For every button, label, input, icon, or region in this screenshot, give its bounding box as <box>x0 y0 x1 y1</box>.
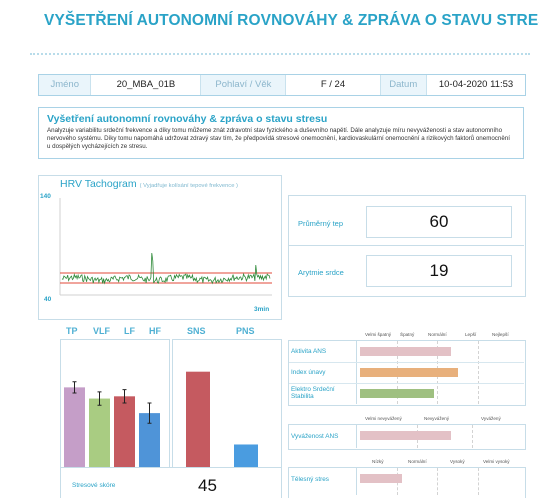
hrv-subtitle: ( Vyjadřuje kolísání tepové frekvence ) <box>139 183 238 189</box>
ans-balance-label: Vyváženost ANS <box>291 433 339 440</box>
arrhythmia-value: 19 <box>366 255 512 287</box>
ans-row-divider <box>289 362 524 363</box>
balance-grid-line <box>472 425 473 448</box>
stress-table-col-divider <box>356 468 357 495</box>
sns-pns-bar-chart <box>186 371 258 468</box>
lf-header: LF <box>124 326 135 336</box>
stress-score-value: 45 <box>198 476 217 495</box>
pns-header: PNS <box>236 326 255 336</box>
patient-info-bar: Jméno 20_MBA_01B Pohlaví / Věk F / 24 Da… <box>38 74 526 96</box>
ans-scale-best: Nejlepší <box>492 332 509 337</box>
bar-pns <box>234 444 258 468</box>
stress-score-panel <box>60 467 282 498</box>
stress-scale-normal: Normální <box>408 459 427 464</box>
bar-hf <box>139 413 160 468</box>
fatigue-index-bar <box>360 368 458 377</box>
sex-age-label: Pohlaví / Věk <box>201 75 287 95</box>
description-box: Vyšetření autonomní rovnováhy & zpráva o… <box>38 107 524 159</box>
bar-vlf <box>89 398 110 468</box>
date-value: 10-04-2020 11:53 <box>438 79 514 90</box>
stress-grid-line <box>437 468 438 495</box>
stress-scale-very-high: Velmi vysoký <box>483 459 510 464</box>
description-title: Vyšetření autonomní rovnováhy & zpráva o… <box>47 113 328 125</box>
hrv-title-text: HRV Tachogram <box>60 178 137 190</box>
hrv-y-min-label: 40 <box>44 296 52 303</box>
stress-score-label: Stresové skóre <box>72 482 116 489</box>
error-bar-lf <box>122 389 127 404</box>
bar-sns <box>186 371 210 468</box>
hrv-y-max-label: 140 <box>40 193 51 200</box>
hrv-title: HRV Tachogram ( Vyjadřuje kolísání tepov… <box>60 178 238 190</box>
power-bar-chart <box>64 381 160 468</box>
hrv-tachogram-panel <box>38 175 282 320</box>
error-bar-vlf <box>97 391 102 406</box>
ans-activity-bar <box>360 347 452 356</box>
sex-age-value: F / 24 <box>286 75 381 95</box>
error-bar-hf <box>147 402 152 424</box>
balance-scale-balanced: Vyvážený <box>481 416 501 421</box>
ans-scale-better: Lepší <box>465 332 477 337</box>
cardiac-stability-bar <box>360 389 434 398</box>
hrv-x-end-label: 3min <box>254 306 270 313</box>
stress-table <box>288 467 526 498</box>
ans-row-divider <box>289 383 524 384</box>
arrhythmia-label: Arytmie srdce <box>298 268 344 277</box>
ans-scale-very-bad: Velmi špatný <box>365 332 392 337</box>
stress-scale-low: Nízký <box>372 459 384 464</box>
name-label: Jméno <box>39 75 92 95</box>
bar-lf <box>114 396 135 468</box>
sns-header: SNS <box>187 326 206 336</box>
avg-hr-value: 60 <box>366 206 512 238</box>
ans-table-col-divider <box>356 341 357 404</box>
physical-stress-label: Tělesný stres <box>291 476 330 483</box>
physical-stress-bar <box>360 474 402 483</box>
hrv-tachogram-chart <box>59 198 272 296</box>
ans-activity-label: Aktivita ANS <box>291 348 327 355</box>
avg-hr-label: Průměrný tep <box>298 219 344 228</box>
stress-grid-line <box>478 468 479 495</box>
description-text: Analyzuje variabilitu srdeční frekvence … <box>47 127 510 150</box>
fatigue-index-label: Index únavy <box>291 369 326 376</box>
ans-balance-bar <box>360 431 452 440</box>
ans-scale-bad: Špatný <box>400 332 415 337</box>
cardiac-stability-label: Elektro Srdeční Stabilita <box>291 386 335 400</box>
ans-scale-normal: Normální <box>428 332 447 337</box>
tp-header: TP <box>66 326 78 336</box>
name-value: 20_MBA_01B <box>91 75 202 95</box>
hrv-trace-line <box>61 252 271 285</box>
vlf-header: VLF <box>93 326 110 336</box>
date-label: Datum <box>380 75 428 95</box>
balance-scale-unbalanced: Nevyvážený <box>424 416 450 421</box>
bar-tp <box>64 387 85 468</box>
ans-grid-line <box>478 341 479 404</box>
hf-header: HF <box>149 326 161 336</box>
balance-scale-very-unbalanced: Velmi nevyvážený <box>365 416 402 421</box>
error-bar-tp <box>72 381 77 394</box>
stress-scale-high: Vysoký <box>450 459 465 464</box>
stats-divider <box>288 245 524 246</box>
balance-table-col-divider <box>356 425 357 448</box>
title-divider <box>30 53 530 55</box>
report-title: VYŠETŘENÍ AUTONOMNÍ ROVNOVÁHY & ZPRÁVA O… <box>44 12 539 29</box>
